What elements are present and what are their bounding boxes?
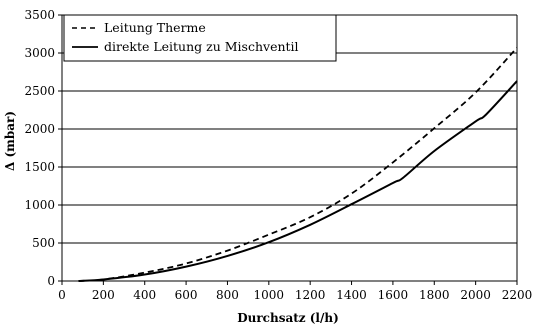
y-tick-label-2000: 2000 [24, 122, 55, 136]
series-layer [78, 47, 518, 282]
legend-box [63, 14, 337, 62]
series-line-direkte-leitung [78, 80, 518, 282]
y-tick-label-3000: 3000 [24, 46, 55, 60]
legend-label-direkte-leitung: direkte Leitung zu Mischventil [104, 39, 299, 54]
x-tick-label-200: 200 [92, 288, 115, 302]
x-tick-label-800: 800 [216, 288, 239, 302]
x-tick-label-0: 0 [58, 288, 66, 302]
y-tick-label-2500: 2500 [24, 84, 55, 98]
y-tick-label-3500: 3500 [24, 8, 55, 22]
x-tick-label-400: 400 [133, 288, 156, 302]
series-line-leitung-therme [78, 47, 518, 282]
y-tick-label-1000: 1000 [24, 198, 55, 212]
x-tick-label-2000: 2000 [460, 288, 491, 302]
x-tick-label-1000: 1000 [254, 288, 285, 302]
y-tick-label-1500: 1500 [24, 160, 55, 174]
axes [58, 14, 518, 285]
legend-label-leitung-therme: Leitung Therme [104, 20, 206, 35]
y-tick-label-0: 0 [47, 274, 55, 288]
y-tick-label-500: 500 [32, 236, 55, 250]
x-tick-label-1400: 1400 [336, 288, 367, 302]
x-tick-label-1200: 1200 [295, 288, 326, 302]
x-tick-label-1600: 1600 [378, 288, 409, 302]
y-axis-title: Δ (mbar) [3, 111, 17, 171]
x-tick-label-1800: 1800 [419, 288, 450, 302]
legend: Leitung Therme direkte Leitung zu Mischv… [63, 14, 337, 62]
tick-labels: 0 500 1000 1500 2000 2500 3000 3500 0 200 400 600 80… [24, 8, 532, 302]
x-tick-label-600: 600 [175, 288, 198, 302]
x-axis-title: Durchsatz (l/h) [237, 311, 339, 325]
x-tick-label-2200: 2200 [502, 288, 533, 302]
